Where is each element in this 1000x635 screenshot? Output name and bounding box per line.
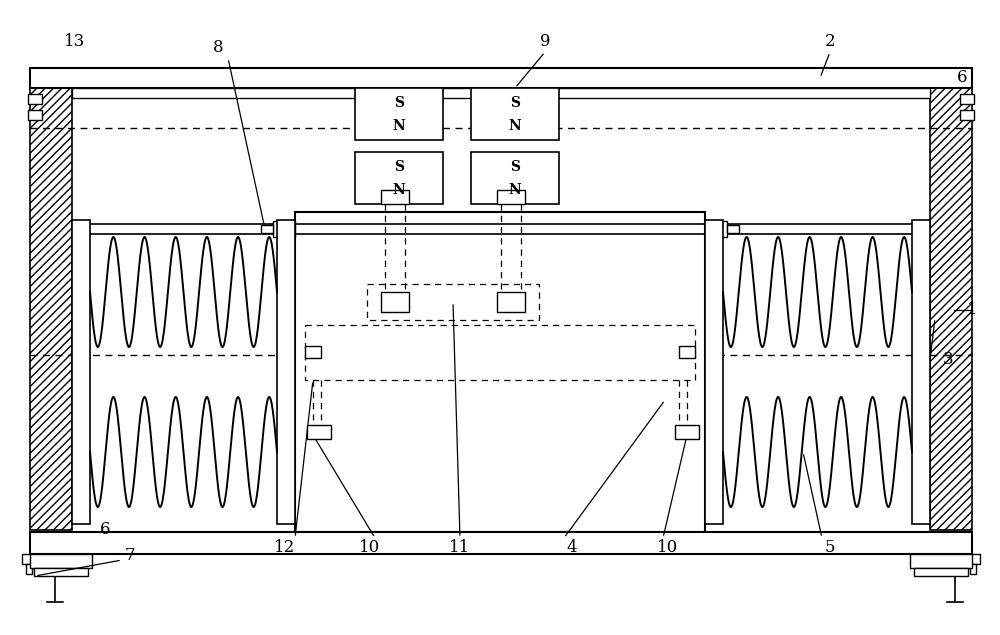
Text: 9: 9 <box>540 34 550 51</box>
Text: 8: 8 <box>213 39 223 57</box>
Bar <box>471 88 559 140</box>
Bar <box>30 554 92 568</box>
Bar <box>675 425 699 439</box>
Bar <box>705 221 727 237</box>
Bar <box>497 190 525 204</box>
Text: 7: 7 <box>125 547 135 563</box>
Bar <box>970 564 976 574</box>
Bar <box>381 292 409 312</box>
Bar <box>22 554 36 564</box>
Bar <box>72 88 930 98</box>
Bar <box>910 554 972 568</box>
Text: 6: 6 <box>957 69 967 86</box>
Bar <box>34 568 88 576</box>
Bar <box>914 568 968 576</box>
Bar <box>355 88 443 140</box>
Bar <box>966 554 980 564</box>
Text: 12: 12 <box>274 540 296 556</box>
Bar <box>679 346 695 358</box>
Bar <box>367 284 539 320</box>
Bar <box>307 425 331 439</box>
Bar <box>497 292 525 312</box>
Bar <box>705 220 723 524</box>
Bar <box>305 346 321 358</box>
Bar <box>261 225 273 233</box>
Bar <box>960 94 974 104</box>
Text: 6: 6 <box>100 521 110 538</box>
Text: S: S <box>394 96 404 110</box>
Bar <box>28 110 42 120</box>
Bar <box>30 532 972 554</box>
Text: 5: 5 <box>825 540 835 556</box>
Bar <box>727 225 739 233</box>
Bar <box>295 212 705 532</box>
Text: 3: 3 <box>943 352 953 368</box>
Bar <box>355 152 443 204</box>
Bar <box>30 68 72 530</box>
Bar <box>912 220 930 524</box>
Bar <box>273 221 295 237</box>
Bar <box>471 152 559 204</box>
Bar <box>72 220 90 524</box>
Bar <box>28 94 42 104</box>
Bar <box>960 110 974 120</box>
Bar <box>30 68 972 88</box>
Bar <box>930 68 972 530</box>
Bar <box>305 325 695 380</box>
Bar <box>277 220 295 524</box>
Text: S: S <box>510 160 520 174</box>
Text: S: S <box>510 96 520 110</box>
Text: 11: 11 <box>449 540 471 556</box>
Text: 1: 1 <box>967 302 977 319</box>
Text: 2: 2 <box>825 34 835 51</box>
Text: 4: 4 <box>567 540 577 556</box>
Text: N: N <box>509 119 521 133</box>
Text: 10: 10 <box>657 540 679 556</box>
Text: 13: 13 <box>64 34 86 51</box>
Bar <box>381 190 409 204</box>
Text: N: N <box>393 183 405 197</box>
Text: N: N <box>509 183 521 197</box>
Text: 10: 10 <box>359 540 381 556</box>
Bar <box>26 564 32 574</box>
Text: S: S <box>394 160 404 174</box>
Text: N: N <box>393 119 405 133</box>
